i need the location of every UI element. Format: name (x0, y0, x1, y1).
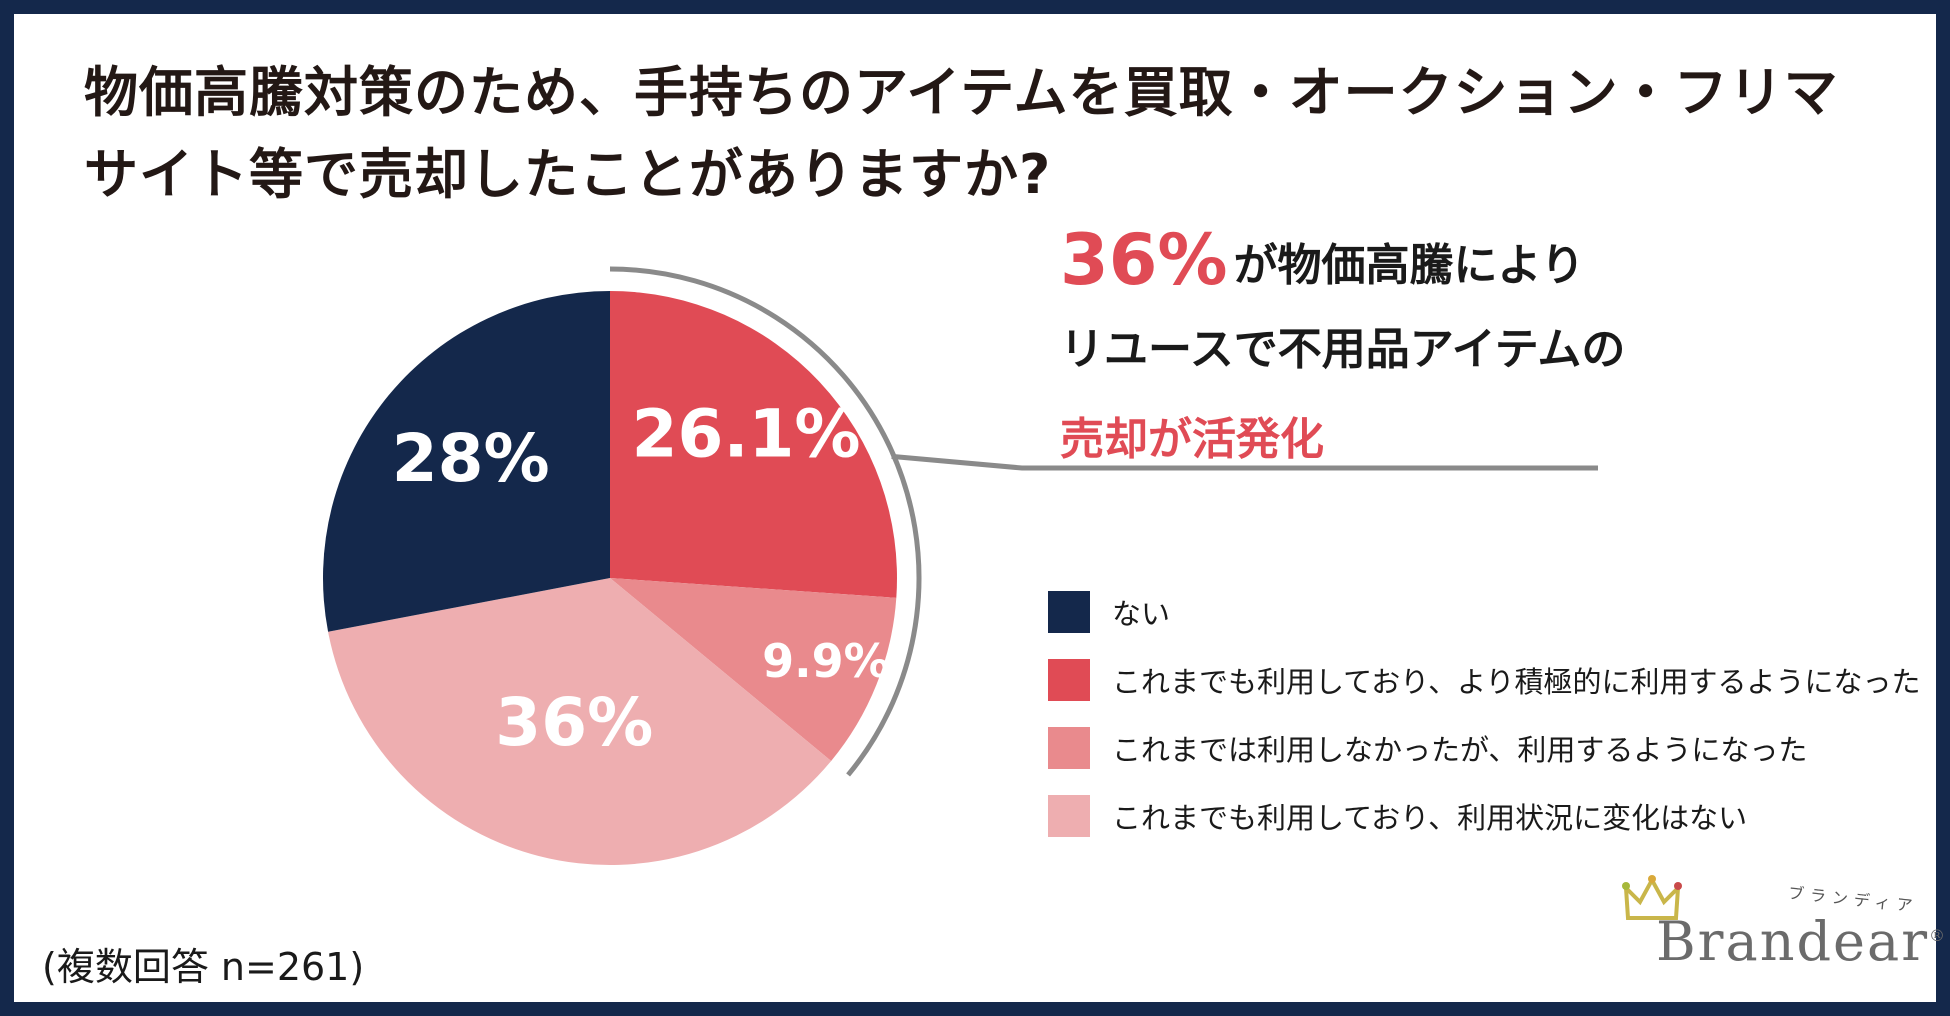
callout-line-1-text: が物価高騰により (1233, 240, 1585, 291)
callout-leader-line (891, 453, 1598, 471)
pie-labels: 26.1% 9.9% 36% 28% (392, 396, 890, 761)
legend-item: これまでも利用しており、より積極的に利用するようになった (1048, 658, 1921, 702)
chart-legend: ないこれまでも利用しており、より積極的に利用するようになった これまでは利用しなか… (1048, 590, 1921, 862)
legend-label: これまでも利用しており、より積極的に利用するようになった (1112, 665, 1921, 699)
callout-line-3: 売却が活発化 (1060, 414, 1324, 465)
logo-word: Brandear (1656, 910, 1930, 973)
pie-slice (610, 578, 897, 761)
legend-swatch (1048, 795, 1090, 837)
pie-slice-label: 9.9% (762, 634, 890, 688)
legend-swatch (1048, 659, 1090, 701)
logo-mark: ® (1929, 926, 1948, 945)
legend-label: これまでは利用しなかったが、利用するようになった (1112, 733, 1808, 767)
highlight-arc (609, 266, 922, 777)
pie-slices (322, 291, 897, 866)
legend-item: これまでも利用しており、利用状況に変化はない (1048, 794, 1921, 838)
legend-swatch (1048, 727, 1090, 769)
callout-line-1: 36% が物価高騰により (1060, 225, 1625, 296)
callout-line-2: リユースで不用品アイテムの (1060, 324, 1626, 375)
crown-icon (1622, 875, 1682, 920)
title-line-2: サイト等で売却したことがありますか? (84, 143, 1052, 206)
chart-title: 物価高騰対策のため、手持ちのアイテムを買取・オークション・フリマ サイト等で売却… (84, 52, 1864, 216)
legend-label: ない (1112, 597, 1171, 631)
pie-slice (322, 291, 610, 632)
legend-item: これまでは利用しなかったが、利用するようになった (1048, 726, 1921, 770)
pie-slice-label: 26.1% (632, 396, 861, 473)
pie-slice (610, 291, 897, 598)
callout: 36% が物価高騰により リユースで不用品アイテムの 売却が活発化 (1060, 225, 1626, 470)
sample-note: (複数回答 n=261) (42, 945, 365, 989)
pie-slice-label: 36% (495, 684, 653, 761)
logo-wordmark: Brandear® (1656, 910, 1947, 973)
legend-swatch (1048, 591, 1090, 633)
brandear-logo: ブランディア Brandear® (1620, 875, 1945, 990)
pie-slice (328, 578, 832, 866)
callout-percent: 36% (1060, 219, 1228, 301)
pie-slice-label: 28% (392, 420, 550, 497)
title-line-1: 物価高騰対策のため、手持ちのアイテムを買取・オークション・フリマ (84, 61, 1839, 124)
legend-item: ない (1048, 590, 1921, 634)
legend-label: これまでも利用しており、利用状況に変化はない (1112, 801, 1748, 835)
